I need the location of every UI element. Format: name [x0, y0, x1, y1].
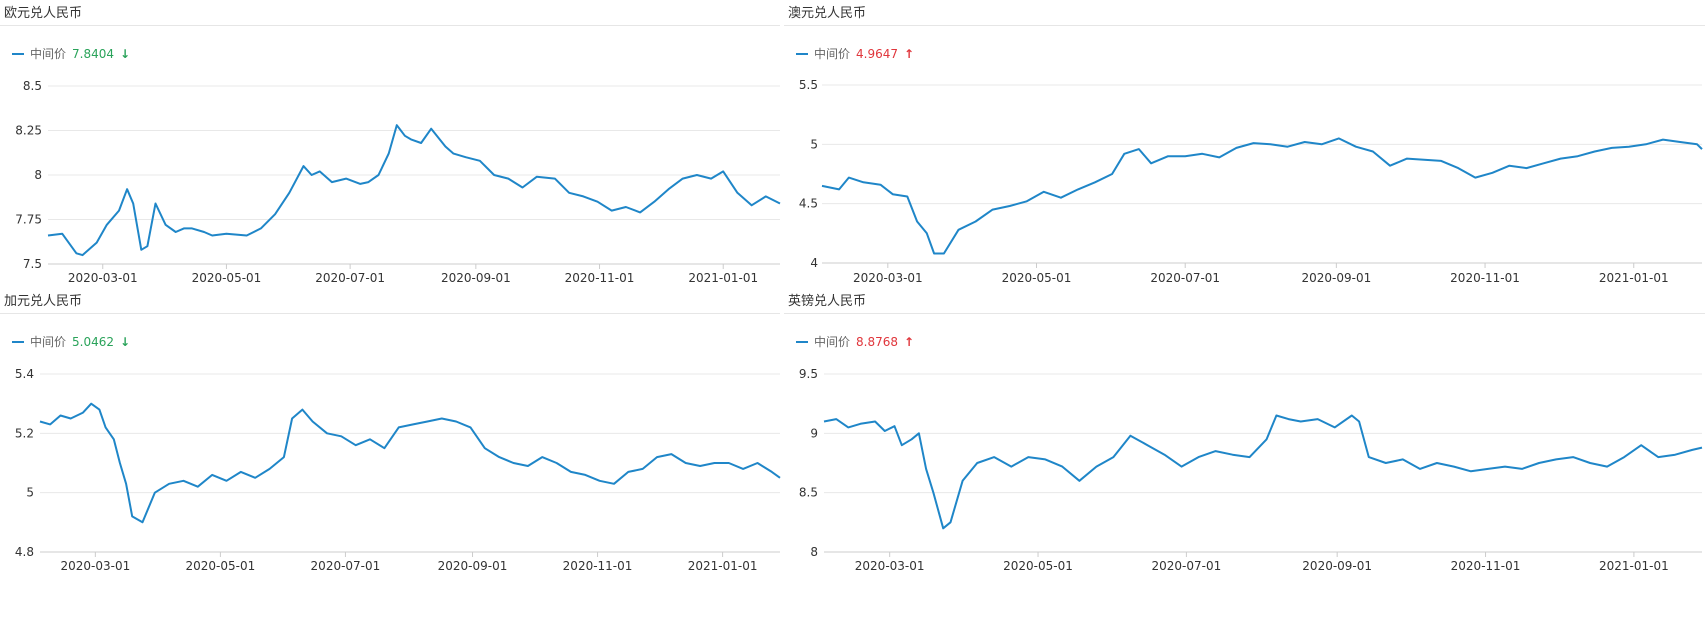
x-tick-label: 2020-05-01: [1002, 271, 1072, 285]
y-tick-label: 8.25: [15, 124, 42, 138]
legend-label: 中间价: [30, 335, 67, 349]
series-line: [821, 137, 1703, 255]
panel-title: 欧元兑人民币: [4, 6, 83, 21]
legend[interactable]: 中间价 8.8768 ↑: [796, 333, 914, 350]
panel-title: 澳元兑人民币: [788, 6, 867, 21]
y-tick-label: 5: [26, 486, 34, 500]
x-tick-label: 2021-01-01: [1599, 559, 1669, 573]
y-tick-label: 5.2: [15, 426, 34, 440]
line-chart: 7.5 7.75 8 8.25 8.5 2020-03-01 2020-05-01 2020-…: [15, 79, 781, 285]
y-tick-label: 8: [810, 545, 818, 559]
x-tick-label: 2020-11-01: [1450, 271, 1520, 285]
y-tick-label: 4.5: [799, 197, 818, 211]
x-tick-label: 2020-03-01: [68, 271, 138, 285]
legend-label: 中间价: [30, 47, 67, 61]
line-chart: 4 4.5 5 5.5 2020-03-01 2020-05-01 2020-07-01 20…: [799, 78, 1703, 285]
x-tick-label: 2020-09-01: [1302, 559, 1372, 573]
y-tick-label: 9.5: [799, 367, 818, 381]
arrow-up-icon: ↑: [904, 334, 915, 349]
x-tick-label: 2021-01-01: [1599, 271, 1669, 285]
series-line: [47, 124, 781, 257]
x-tick-label: 2020-07-01: [1150, 271, 1220, 285]
panel-title: 英镑兑人民币: [788, 294, 867, 309]
series-swatch: [796, 340, 808, 343]
y-tick-label: 5.4: [15, 367, 34, 381]
x-tick-label: 2020-09-01: [441, 271, 511, 285]
series-swatch: [796, 52, 808, 55]
panel-cad-cny: 加元兑人民币 中间价 5.0462 ↓ 4.8 5 5.2 5.4 2020-03-01…: [0, 288, 781, 626]
panel-gbp-cny: 英镑兑人民币 中间价 8.8768 ↑ 8 8.5 9 9.5 2020-03-01 20…: [784, 288, 1705, 626]
x-tick-label: 2020-11-01: [565, 271, 635, 285]
x-tick-label: 2020-07-01: [311, 559, 381, 573]
x-tick-label: 2020-09-01: [438, 559, 508, 573]
y-tick-label: 5.5: [799, 78, 818, 92]
y-tick-label: 8.5: [799, 486, 818, 500]
x-tick-label: 2020-05-01: [192, 271, 262, 285]
x-tick-label: 2020-07-01: [315, 271, 385, 285]
legend-value: 4.9647: [856, 46, 899, 61]
title-divider: [784, 313, 1705, 314]
legend[interactable]: 中间价 4.9647 ↑: [796, 45, 914, 62]
x-tick-label: 2020-05-01: [186, 559, 256, 573]
series-swatch: [12, 52, 24, 55]
legend-label: 中间价: [814, 47, 851, 61]
x-tick-label: 2020-11-01: [1451, 559, 1521, 573]
panel-eur-cny: 欧元兑人民币 中间价 7.8404 ↓ 7.5 7.75 8 8.25 8.5 2020-…: [0, 0, 781, 290]
series-line: [39, 402, 781, 524]
y-tick-label: 5: [810, 137, 818, 151]
panel-aud-cny: 澳元兑人民币 中间价 4.9647 ↑ 4 4.5 5 5.5 2020-03-01 20…: [784, 0, 1705, 290]
y-tick-label: 9: [810, 426, 818, 440]
x-tick-label: 2020-03-01: [855, 559, 925, 573]
x-tick-label: 2021-01-01: [688, 271, 758, 285]
y-tick-label: 4: [810, 256, 818, 270]
x-tick-label: 2020-03-01: [60, 559, 130, 573]
x-tick-label: 2021-01-01: [688, 559, 758, 573]
arrow-up-icon: ↑: [904, 46, 915, 61]
x-tick-label: 2020-03-01: [853, 271, 923, 285]
y-tick-label: 4.8: [15, 545, 34, 559]
arrow-down-icon: ↓: [120, 46, 131, 61]
legend-value: 8.8768: [856, 334, 899, 349]
title-divider: [0, 25, 780, 26]
y-tick-label: 8: [34, 168, 42, 182]
x-tick-label: 2020-11-01: [563, 559, 633, 573]
arrow-down-icon: ↓: [120, 334, 131, 349]
title-divider: [0, 313, 780, 314]
series-line: [823, 414, 1703, 530]
y-tick-label: 8.5: [23, 79, 42, 93]
series-swatch: [12, 340, 24, 343]
legend[interactable]: 中间价 5.0462 ↓: [12, 333, 130, 350]
line-chart: 4.8 5 5.2 5.4 2020-03-01 2020-05-01 2020-07-01…: [15, 367, 781, 573]
legend-value: 5.0462: [72, 334, 115, 349]
legend-label: 中间价: [814, 335, 851, 349]
title-divider: [784, 25, 1705, 26]
y-tick-label: 7.75: [15, 213, 42, 227]
legend-value: 7.8404: [72, 46, 115, 61]
line-chart: 8 8.5 9 9.5 2020-03-01 2020-05-01 2020-07-01 20…: [799, 367, 1703, 573]
legend[interactable]: 中间价 7.8404 ↓: [12, 45, 130, 62]
panel-title: 加元兑人民币: [4, 294, 83, 309]
x-tick-label: 2020-09-01: [1301, 271, 1371, 285]
x-tick-label: 2020-07-01: [1152, 559, 1222, 573]
x-tick-label: 2020-05-01: [1003, 559, 1073, 573]
y-tick-label: 7.5: [23, 257, 42, 271]
